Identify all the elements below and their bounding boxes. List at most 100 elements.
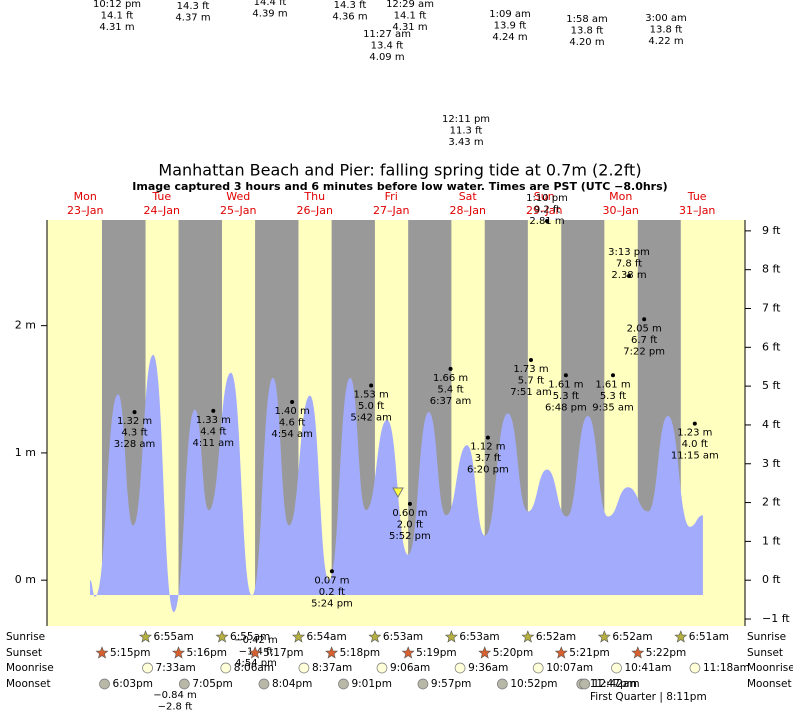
row-time: 6:55am bbox=[230, 631, 270, 643]
day-name: Tue bbox=[687, 190, 707, 203]
day-name: Wed bbox=[226, 190, 250, 203]
clipped-label: 3.43 m bbox=[448, 137, 483, 148]
moon-icon bbox=[532, 662, 544, 674]
row-time: 6:03pm bbox=[113, 678, 153, 690]
tide-point bbox=[485, 435, 490, 440]
clipped-label: 4.09 m bbox=[369, 52, 404, 63]
row-time: 9:36am bbox=[468, 662, 508, 674]
y-tick-label: 0 m bbox=[15, 573, 36, 586]
tide-height-ft: 4.4 ft bbox=[200, 426, 226, 437]
tide-height-ft: 0.2 ft bbox=[319, 587, 345, 598]
row-time: 5:18pm bbox=[340, 647, 380, 659]
tide-height-m: 0.07 m bbox=[314, 575, 349, 586]
y2-tick-label: 5 ft bbox=[762, 379, 781, 392]
y2-tick-label: −1 ft bbox=[762, 612, 790, 625]
clipped-label: 4.36 m bbox=[332, 12, 367, 23]
clipped-label: 4.20 m bbox=[569, 37, 604, 48]
tide-point bbox=[132, 410, 137, 415]
row-time: 6:54am bbox=[306, 631, 346, 643]
day-date: 28–Jan bbox=[449, 204, 485, 217]
y-tick-label: 2 m bbox=[15, 319, 36, 332]
tide-height-m: 1.33 m bbox=[196, 415, 231, 426]
clipped-label: 1:09 am bbox=[489, 9, 531, 20]
row-name-left: Sunrise bbox=[6, 631, 45, 643]
chart-title: Manhattan Beach and Pier: falling spring… bbox=[158, 161, 641, 180]
clipped-label: −0.42 m bbox=[234, 635, 278, 646]
y2-tick-label: 2 ft bbox=[762, 496, 781, 509]
sun-icon bbox=[248, 646, 262, 659]
tide-height-ft: 5.3 ft bbox=[600, 391, 626, 402]
tide-time: 11:15 am bbox=[671, 451, 719, 462]
moon-icon bbox=[689, 662, 701, 674]
row-time: 7:33am bbox=[156, 662, 196, 674]
row-time: 6:55am bbox=[154, 631, 194, 643]
current-time-marker bbox=[392, 487, 404, 499]
tide-point bbox=[563, 373, 568, 378]
clipped-label: 4.31 m bbox=[99, 22, 134, 33]
tide-time: 7:22 pm bbox=[623, 346, 665, 357]
tide-height-ft: 4.6 ft bbox=[279, 418, 305, 429]
clipped-label: 9.2 ft bbox=[534, 205, 560, 216]
tide-point bbox=[211, 408, 216, 413]
tide-point bbox=[692, 421, 697, 426]
tide-height-m: 0.60 m bbox=[392, 508, 427, 519]
tide-time: 4:54 am bbox=[271, 429, 313, 440]
sun-icon bbox=[554, 646, 568, 659]
tide-height-m: 1.66 m bbox=[433, 373, 468, 384]
tide-time: 5:24 pm bbox=[311, 598, 353, 609]
tide-time: 4:11 am bbox=[193, 438, 235, 449]
row-time: 7:05pm bbox=[192, 678, 232, 690]
y2-tick-label: 0 ft bbox=[762, 573, 781, 586]
clipped-label: 10:12 pm bbox=[93, 0, 141, 10]
clipped-label: 4.39 m bbox=[252, 9, 287, 20]
tide-height-m: 1.12 m bbox=[470, 442, 505, 453]
day-name: Mon bbox=[609, 190, 632, 203]
y2-tick-label: 1 ft bbox=[762, 534, 781, 547]
sun-icon bbox=[95, 646, 109, 659]
tide-time: 6:20 pm bbox=[467, 465, 509, 476]
moon-icon bbox=[496, 678, 508, 690]
tide-height-ft: 5.4 ft bbox=[437, 384, 463, 395]
clipped-label: 12:29 am bbox=[386, 0, 434, 10]
clipped-label: 14.4 ft bbox=[254, 0, 287, 8]
row-name-left: Sunset bbox=[6, 647, 42, 659]
row-name-right: Sunset bbox=[747, 647, 783, 659]
row-time: 11:47pm bbox=[590, 678, 637, 690]
clipped-label: 14.1 ft bbox=[394, 11, 427, 22]
y2-tick-label: 9 ft bbox=[762, 224, 781, 237]
tide-height-ft: 4.0 ft bbox=[682, 439, 708, 450]
clipped-label: 11:27 am bbox=[363, 29, 411, 40]
tide-point bbox=[369, 383, 374, 388]
tide-time: 7:51 am bbox=[510, 387, 552, 398]
sun-icon bbox=[674, 630, 688, 643]
sun-icon bbox=[631, 646, 645, 659]
moon-icon bbox=[338, 678, 349, 690]
tide-point bbox=[528, 358, 533, 362]
row-name-right: Sunrise bbox=[747, 631, 786, 643]
moon-icon bbox=[417, 678, 429, 690]
moon-icon bbox=[178, 678, 190, 690]
tide-time: 5:42 am bbox=[350, 412, 392, 423]
y-tick-label: 1 m bbox=[15, 446, 36, 459]
tide-point bbox=[610, 373, 615, 378]
day-date: 23–Jan bbox=[67, 204, 103, 217]
sun-icon bbox=[444, 630, 458, 643]
row-time: 6:52am bbox=[612, 631, 652, 643]
row-time: 8:04pm bbox=[272, 678, 312, 690]
row-time: 5:20pm bbox=[493, 647, 533, 659]
tide-height-m: 1.53 m bbox=[354, 389, 389, 400]
tide-height-m: 1.61 m bbox=[595, 379, 630, 390]
tide-time: 6:37 am bbox=[430, 396, 472, 407]
tide-height-ft: 5.0 ft bbox=[358, 401, 384, 412]
moon-icon bbox=[99, 678, 110, 690]
y2-tick-label: 3 ft bbox=[762, 457, 781, 470]
day-date: 26–Jan bbox=[296, 204, 332, 217]
row-time: 10:52pm bbox=[510, 678, 557, 690]
tide-height-ft: 4.3 ft bbox=[121, 428, 147, 439]
y2-tick-label: 8 ft bbox=[762, 263, 781, 276]
row-time: 6:51am bbox=[689, 631, 729, 643]
clipped-label: 4.37 m bbox=[175, 13, 210, 24]
moon-icon bbox=[376, 662, 388, 674]
sun-icon bbox=[597, 630, 611, 643]
